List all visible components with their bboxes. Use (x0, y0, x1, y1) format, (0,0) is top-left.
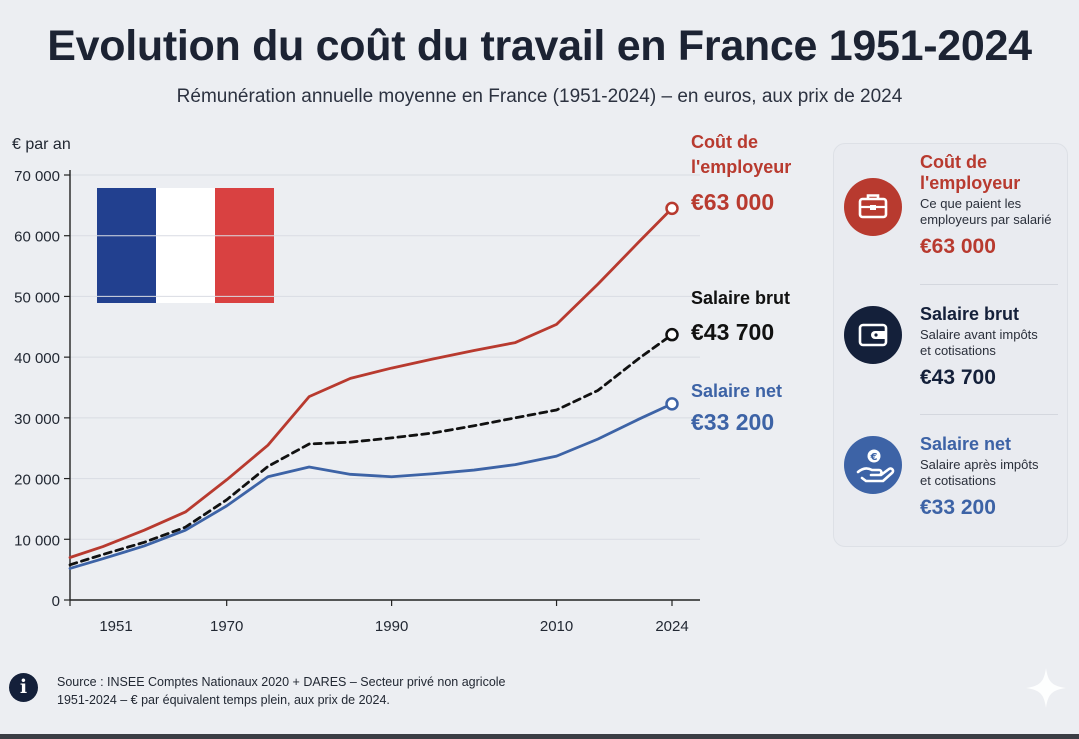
legend-divider (920, 414, 1058, 415)
french-flag-image (97, 188, 274, 303)
y-tick-label: 70 000 (14, 168, 60, 185)
flag-stripe (156, 188, 215, 303)
legend-desc-line: et cotisations (920, 343, 996, 358)
legend-name-line: l'employeur (920, 173, 1021, 193)
flag-stripe (97, 188, 156, 303)
legend-desc-line: et cotisations (920, 473, 996, 488)
series-end-point (665, 201, 679, 216)
legend-desc-line: Salaire avant impôts (920, 327, 1038, 342)
y-tick-label: 10 000 (14, 532, 60, 549)
series-end-label: Salaire net (691, 381, 782, 401)
briefcase-icon (844, 178, 902, 236)
y-axis: 0 10 000 20 000 30 000 40 000 50 000 60 000 70 … (12, 136, 71, 610)
x-tick-label: 1951 (99, 618, 132, 635)
series-line (68, 333, 674, 567)
chart-gridlines (70, 174, 700, 540)
series-end-label: Salaire brut (691, 288, 790, 308)
flag-stripe (215, 188, 274, 303)
legend-card: Coût de l'employeur Ce que paient les em… (833, 143, 1068, 547)
x-tick-label: 1970 (210, 618, 243, 635)
series-end-labels: Coût de l'employeur €63 000 Salaire brut €43… (691, 132, 791, 435)
y-tick-label: 40 000 (14, 350, 60, 367)
series-end-label: l'employeur (691, 157, 791, 177)
y-axis-label: € par an (12, 136, 71, 153)
legend-desc-line: Ce que paient les (920, 196, 1022, 211)
info-icon: i (9, 673, 38, 702)
x-tick-label: 1990 (375, 618, 408, 635)
y-tick-label: 50 000 (14, 289, 60, 306)
legend-name-line: Salaire net (920, 434, 1012, 454)
chart-subtitle: Rémunération annuelle moyenne en France … (176, 86, 903, 107)
series-end-value: €43 700 (691, 319, 774, 345)
sparkle-icon (1026, 668, 1066, 708)
legend-name-line: Salaire brut (920, 304, 1020, 324)
y-tick-label: 30 000 (14, 411, 60, 428)
series-line (68, 206, 674, 559)
series-end-value: €33 200 (691, 409, 774, 435)
source-line-2: 1951-2024 – € par équivalent temps plein… (57, 693, 390, 707)
bottom-edge (0, 734, 1079, 739)
series-end-value: €63 000 (691, 189, 774, 215)
series-line (68, 402, 674, 570)
x-axis: 1951 1970 1990 2010 2024 (69, 599, 700, 635)
wallet-icon (844, 306, 902, 364)
source-note: i Source : INSEE Comptes Nationaux 2020 … (0, 666, 620, 716)
legend-divider (920, 284, 1058, 285)
legend-name-line: Coût de (920, 152, 987, 172)
y-tick-label: 0 (52, 593, 60, 610)
series-end-label: Coût de (691, 132, 758, 152)
x-tick-label: 2010 (540, 618, 573, 635)
series-end-point (665, 327, 679, 342)
y-tick-label: 60 000 (14, 229, 60, 246)
series-end-point (665, 397, 679, 411)
chart-series (68, 201, 679, 570)
legend-value-gross: €43 700 (920, 366, 996, 389)
legend-desc-line: employeurs par salarié (920, 212, 1052, 227)
hand-coin-icon: € (844, 436, 902, 494)
y-tick-label: 20 000 (14, 472, 60, 489)
svg-text:€: € (870, 452, 878, 463)
source-line-1: Source : INSEE Comptes Nationaux 2020 + … (57, 675, 506, 689)
chart-title: Evolution du coût du travail en France 1… (47, 22, 1032, 70)
legend-value-employer: €63 000 (920, 235, 996, 258)
legend-value-net: €33 200 (920, 496, 996, 519)
x-tick-label: 2024 (655, 618, 688, 635)
legend-desc-line: Salaire après impôts (920, 457, 1039, 472)
